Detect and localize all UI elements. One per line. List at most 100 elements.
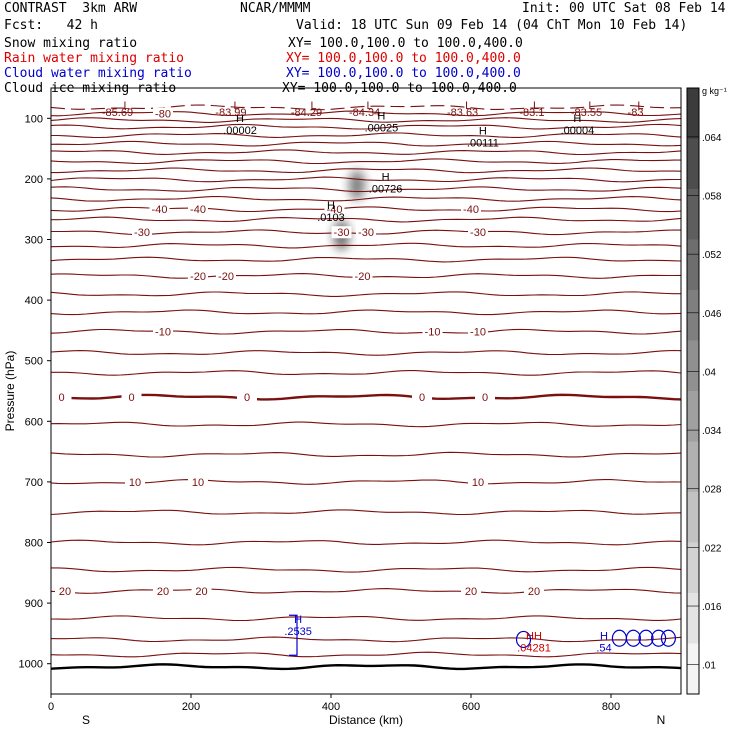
isotherm-7 (50, 158, 681, 165)
x-tick-label: 400 (322, 701, 340, 713)
end-label-south: S (82, 713, 90, 727)
cloud-water-contour-box (289, 614, 298, 656)
isotherm-label-bg (188, 269, 208, 282)
isotherm-19 (50, 309, 682, 316)
x-tick-label: 800 (602, 701, 620, 713)
isotherm-label: 10 (192, 477, 204, 489)
cloud-water-contour-2 (638, 629, 654, 647)
x-tick-label: 600 (462, 701, 480, 713)
field-name-cloud-water: Cloud water mixing ratio (4, 66, 192, 81)
isotherm-label: -30 (358, 227, 374, 239)
colorbar-tick-label: .052 (702, 250, 722, 261)
isotherm-label: -10 (425, 327, 441, 339)
colorbar-segment (687, 492, 699, 543)
isotherm-label: 10 (472, 477, 484, 489)
y-tick-label: 700 (25, 477, 43, 489)
isotherm-9 (50, 176, 681, 183)
isotherm-label-bg (461, 584, 481, 597)
isotherm-label: -20 (218, 271, 234, 283)
colorbar-segment (687, 593, 699, 644)
colorbar-unit: g kg⁻¹ (702, 86, 727, 96)
isotherm-15 (50, 242, 682, 249)
isotherm-25 (50, 451, 682, 458)
high-marker: H (479, 126, 487, 138)
isotherm-label: 0 (58, 392, 64, 404)
isotherm-label-bg (237, 391, 257, 404)
high-value: .00111 (467, 138, 499, 150)
isotherm-33 (50, 651, 682, 658)
isotherm-label-bg (324, 203, 345, 216)
high-value: .2535 (284, 626, 312, 638)
colorbar-segment (687, 441, 699, 492)
isotherm-label-bg (149, 203, 170, 216)
colorbar-tick-label: .022 (702, 543, 722, 554)
isotherm-label-bg (188, 203, 208, 216)
isotherm-label-bg (55, 584, 75, 597)
isotherm-label: -40 (327, 204, 343, 216)
colorbar-tick-label: .028 (702, 485, 722, 496)
isotherm-label: 0 (128, 392, 134, 404)
isotherm-label-bg (216, 269, 236, 282)
forecast-hour: Fcst: 42 h (4, 18, 98, 33)
colorbar-segment (687, 189, 699, 240)
y-tick-label: 900 (25, 598, 43, 610)
isotherm-26 (50, 479, 682, 485)
colorbar-segment (687, 88, 699, 139)
init-time: Init: 00 UTC Sat 08 Feb 14 (522, 1, 726, 16)
y-axis-label: Pressure (hPa) (3, 351, 17, 432)
isotherm-label-bg (125, 475, 145, 488)
colorbar-segment (687, 542, 699, 593)
y-tick-label: 200 (25, 174, 43, 186)
isotherm-label-bg (132, 226, 152, 239)
low-value: -83.55 (571, 107, 602, 119)
low-value: -83.1 (519, 107, 544, 119)
isotherm-label-bg (524, 584, 544, 597)
colorbar-segment (687, 643, 699, 694)
high-marker: H (377, 111, 385, 123)
low-marker: L (588, 100, 594, 112)
isotherm-29 (51, 566, 682, 573)
colorbar-tick-label: .016 (702, 602, 722, 613)
y-tick-label: 800 (25, 538, 43, 550)
colorbar-tick-label: .064 (702, 133, 722, 144)
isotherm-label-bg (475, 391, 495, 404)
field-name-snow: Snow mixing ratio (4, 36, 138, 51)
cloud-water-contour-4 (660, 629, 677, 647)
isotherm-label: 0 (482, 392, 488, 404)
isotherm-label-bg (121, 391, 142, 404)
field-xy-rain: XY= 100.0,100.0 to 100.0,400.0 (286, 51, 521, 66)
high-value: .00004 (561, 125, 595, 137)
isotherm-label-bg (352, 269, 373, 282)
isotherm-label: -40 (152, 204, 168, 216)
title-center: NCAR/MMMM (240, 1, 311, 16)
isotherm-label: -20 (355, 271, 371, 283)
isotherm-label-bg (191, 584, 212, 597)
low-marker: L (637, 100, 643, 112)
low-marker: L (533, 100, 539, 112)
isotherm-27 (50, 509, 682, 516)
high-value: .0103 (317, 212, 345, 224)
high-marker: H (573, 113, 581, 125)
isotherm-label: 0 (244, 392, 250, 404)
isotherm-31 (50, 615, 682, 622)
isotherm-label: 20 (157, 586, 169, 598)
x-axis-label: Distance (km) (329, 713, 403, 727)
isotherm-2 (50, 117, 682, 123)
isotherm-label: 20 (59, 586, 71, 598)
isotherm-label: 20 (195, 586, 207, 598)
valid-time: Valid: 18 UTC Sun 09 Feb 14 (04 ChT Mon … (296, 18, 688, 33)
low-value: -84.29 (291, 107, 322, 119)
isotherm-18 (50, 291, 681, 297)
y-tick-label: 100 (25, 113, 43, 125)
isotherm-label-bg (331, 226, 352, 239)
colorbar-tick-label: .034 (702, 426, 722, 437)
field-xy-snow: XY= 100.0,100.0 to 100.0,400.0 (288, 36, 523, 51)
low-marker: L (366, 100, 372, 112)
isotherm-3 (50, 123, 682, 130)
low-value: -83.63 (447, 107, 478, 119)
colorbar-tick-label: .058 (702, 192, 722, 203)
high-value: .04281 (517, 642, 551, 654)
isotherm-label-bg (153, 325, 173, 338)
isotherm-label-bg (461, 203, 481, 216)
